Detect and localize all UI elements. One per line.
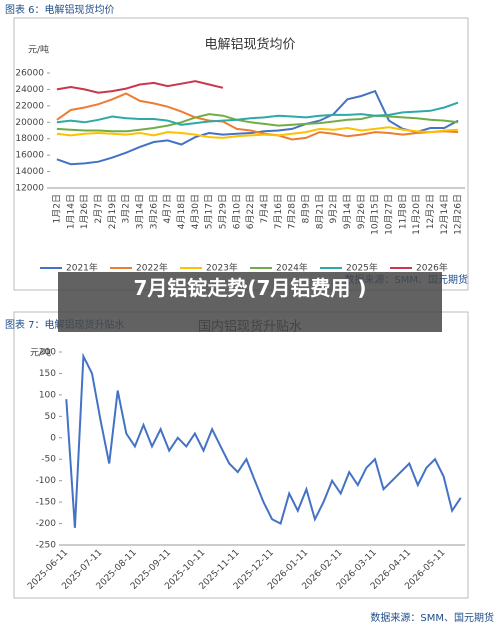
- y-tick-label: 24000: [15, 85, 44, 95]
- x-tick-label: 5月29日: [217, 194, 228, 229]
- x-tick-label: 4月30日: [190, 194, 201, 229]
- y-tick-label: 22000: [15, 101, 44, 111]
- legend-label: 2023年: [206, 262, 238, 274]
- x-tick-label: 3月26日: [148, 194, 159, 229]
- series-line: [56, 89, 459, 166]
- x-tick-label: 4月7日: [162, 194, 173, 223]
- legend-label: 2026年: [416, 262, 448, 274]
- y-tick-label: -200: [36, 519, 57, 529]
- x-tick-label: 5月17日: [204, 194, 215, 229]
- y-tick-label: 20000: [15, 118, 44, 128]
- y-tick-label: -100: [36, 476, 57, 486]
- x-tick-label: 8月21日: [314, 194, 325, 229]
- y-tick-label: 200: [39, 348, 56, 358]
- series-line: [56, 101, 459, 126]
- x-tick-label: 10月27日: [383, 194, 394, 235]
- legend-label: 2021年: [66, 262, 98, 274]
- series-line: [56, 80, 224, 94]
- x-tick-label: 3月2日: [121, 194, 132, 223]
- x-tick-label: 9月26日: [356, 194, 367, 229]
- x-tick-label: 7月28日: [287, 194, 298, 229]
- overlay-title: 7月铝锭走势(7月铝费用 ): [58, 272, 442, 332]
- y-tick-label: 14000: [15, 167, 44, 177]
- x-tick-label: 12月26日: [453, 194, 464, 235]
- x-tick-label: 11月8日: [397, 194, 408, 229]
- y-axis-label: 元/吨: [30, 347, 51, 359]
- x-tick-label: 7月4日: [259, 194, 270, 223]
- y-tick-label: -150: [36, 498, 57, 508]
- y-tick-label: -50: [41, 455, 56, 465]
- x-tick-label: 3月14日: [134, 194, 145, 229]
- y-tick-label: -250: [36, 541, 57, 551]
- series-line: [65, 352, 462, 528]
- chart-title: 电解铝现货均价: [204, 37, 295, 53]
- frame: [13, 17, 469, 291]
- y-tick-label: 16000: [15, 151, 44, 161]
- y-tick-label: 12000: [15, 184, 44, 194]
- series-line: [56, 113, 459, 133]
- legend-label: 2022年: [136, 262, 168, 274]
- x-tick-label: 9月14日: [342, 194, 353, 229]
- x-tick-label: 4月18日: [176, 194, 187, 229]
- series-line: [56, 126, 459, 139]
- y-tick-label: 0: [50, 433, 56, 443]
- caption: 图表 6：电解铝现货均价: [5, 3, 115, 16]
- legend-label: 2024年: [276, 262, 308, 274]
- x-tick-label: 2月19日: [107, 194, 118, 229]
- x-tick-label: 12月2日: [425, 194, 436, 229]
- x-tick-label: 1月14日: [65, 194, 76, 229]
- legend-label: 2025年: [346, 262, 378, 274]
- x-tick-label: 8月9日: [300, 194, 311, 223]
- y-tick-label: 50: [45, 412, 57, 422]
- y-axis-label: 元/吨: [28, 44, 49, 56]
- x-tick-label: 1月26日: [79, 194, 90, 229]
- y-tick-label: 26000: [15, 69, 44, 79]
- source: 数据来源：SMM、国元期货: [370, 611, 494, 624]
- series-line: [56, 92, 459, 141]
- x-tick-label: 10月15日: [370, 194, 381, 235]
- y-tick-label: 18000: [15, 134, 44, 144]
- x-tick-label: 9月2日: [328, 194, 339, 223]
- x-tick-label: 1月2日: [51, 194, 62, 223]
- x-tick-label: 12月14日: [439, 194, 450, 235]
- x-tick-label: 6月10日: [231, 194, 242, 229]
- y-tick-label: 100: [39, 390, 56, 400]
- x-tick-label: 7月16日: [273, 194, 284, 229]
- x-tick-label: 6月22日: [245, 194, 256, 229]
- x-tick-label: 2月7日: [93, 194, 104, 223]
- x-tick-label: 11月20日: [411, 194, 422, 235]
- y-tick-label: 150: [39, 369, 56, 379]
